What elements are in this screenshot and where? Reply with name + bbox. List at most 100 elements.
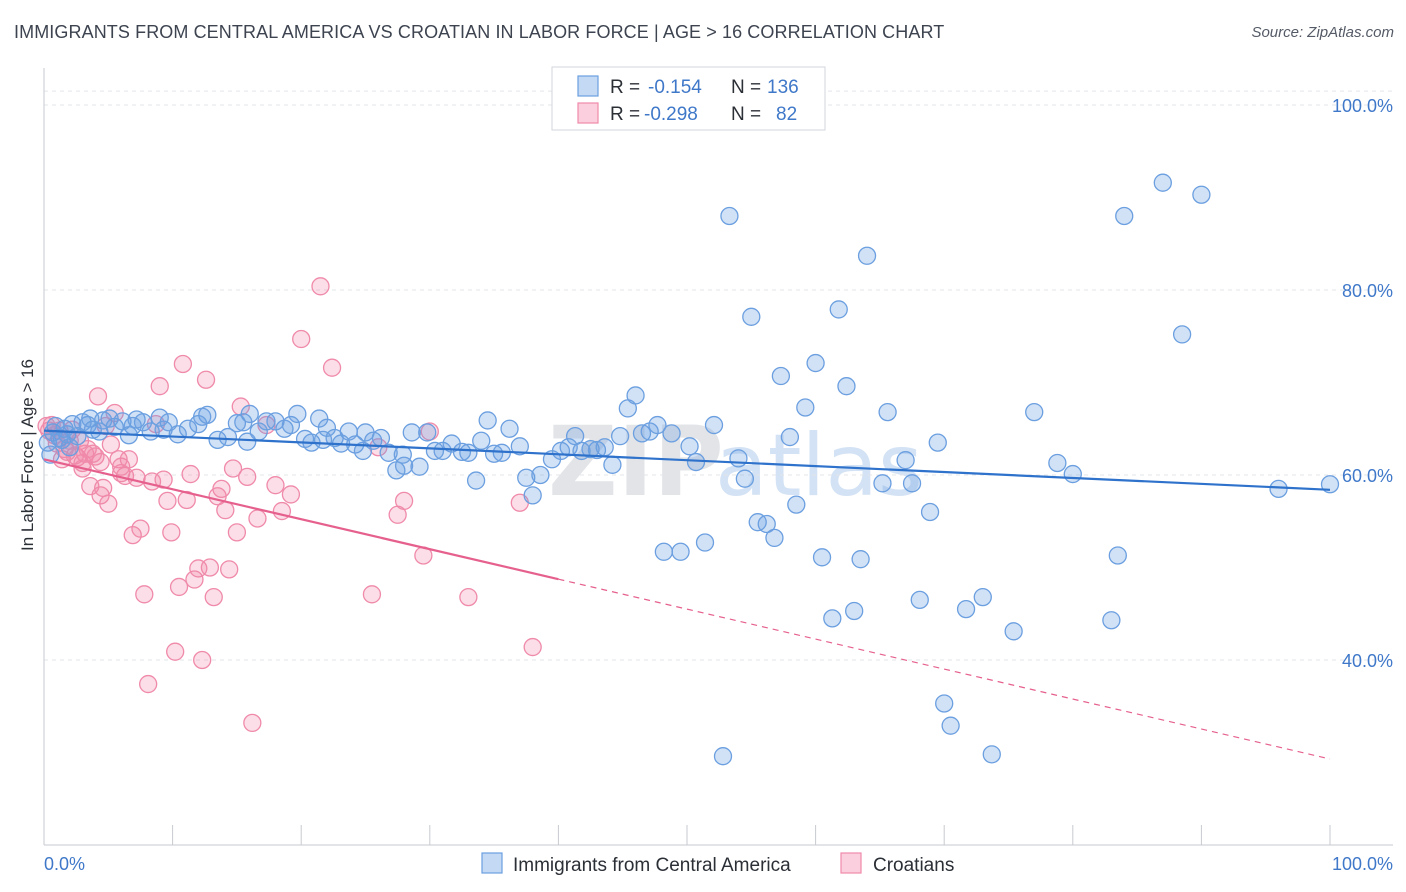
central-america-point [757,514,776,534]
croatians-point [158,491,177,511]
central-america-point [920,502,940,522]
central-america-point [1269,479,1288,499]
central-america-point [133,413,153,432]
croatians-trend-line [43,458,559,581]
central-america-point [581,439,600,459]
croatians-point [169,577,189,597]
central-america-point [472,431,491,450]
central-america-point [704,415,724,435]
central-america-point [1025,402,1044,422]
legend-r-value-2: -0.298 [644,104,698,125]
central-america-point [742,307,761,326]
central-america-point [1320,475,1340,494]
croatians-point [101,435,121,454]
central-america-point [902,474,922,493]
croatians-point [196,370,216,389]
central-america-point [610,426,630,446]
central-america-point [713,747,733,766]
croatians-point [248,509,267,528]
central-america-point [531,465,550,485]
y-tick-label-80: 80.0% [1342,281,1393,301]
central-america-point [812,548,832,567]
central-america-point [193,407,212,426]
central-america-point [695,533,715,552]
central-america-trend-line [43,429,1331,491]
croatians-point [266,476,285,495]
central-america-point [1153,173,1172,192]
central-america-point [823,609,842,628]
series-legend-label-pink: Croatians [873,855,954,876]
legend-n-value-1: 136 [767,77,799,98]
croatians-point [150,377,169,396]
croatians-point [322,358,342,377]
central-america-point [60,438,79,457]
central-america-point [238,432,257,451]
central-america-point [806,353,825,373]
chart-source: Source: ZipAtlas.com [1251,24,1394,41]
central-america-point [720,206,739,226]
central-america-point [500,419,519,438]
croatians-point [94,478,113,498]
trend-lines [43,429,1331,760]
series-legend-swatch-blue [481,852,503,874]
y-tick-label-100: 100.0% [1332,96,1393,116]
central-america-point [878,402,897,422]
croatians-point [292,329,311,349]
croatians-point [86,447,105,466]
central-america-point [1063,464,1082,484]
x-ticks [172,825,1331,845]
croatians-point [238,467,257,487]
croatians-point [220,560,239,579]
croatians-point [173,354,193,374]
legend-swatch-blue [577,75,599,97]
central-america-point [418,423,437,442]
central-america-point [928,433,947,452]
croatians-point [362,585,382,604]
central-america-point [910,590,929,610]
y-axis-title: In Labor Force | Age > 16 [18,359,37,551]
central-america-point [310,409,329,428]
central-america-point [626,386,645,405]
legend-n-label-2: N = [731,104,761,125]
central-america-point [765,528,784,548]
central-america-point [1192,185,1211,204]
legend-r-label-1: R = [610,77,640,98]
central-america-point [459,443,478,462]
central-america-point [517,468,536,487]
croatians-point [88,387,108,406]
croatians-point [99,494,118,513]
x-tick-label-min: 0.0% [44,854,85,874]
central-america-point [829,300,848,319]
central-america-point [1102,611,1121,630]
central-america-point [982,745,1001,764]
croatians-point [131,519,150,538]
central-america-point [973,587,992,607]
central-america-points [38,173,1340,766]
legend-swatch-pink [577,102,599,124]
central-america-point [603,455,622,474]
central-america-point [523,486,542,505]
croatians-point [185,570,204,589]
central-america-point [478,411,497,430]
central-america-point [1048,453,1067,473]
legend-r-label-2: R = [610,104,640,125]
croatians-point [200,558,220,577]
central-america-point [466,471,486,490]
y-tick-label-60: 60.0% [1342,466,1393,486]
legend-r-value-1: -0.154 [648,77,702,98]
central-america-point [671,542,690,561]
central-america-point [896,451,915,470]
croatians-point [227,523,247,542]
croatians-points [37,277,542,733]
central-america-point [787,495,806,514]
croatians-point [193,650,212,670]
croatians-point [119,450,139,469]
central-america-point [935,694,954,713]
central-america-point [452,442,472,462]
croatians-point [112,457,131,476]
correlation-legend: R = -0.154 N = 136 R = -0.298 N = 82 [551,66,826,131]
series-legend-swatch-pink [840,852,862,874]
central-america-point [748,513,767,532]
y-tick-labels: 40.0% 60.0% 80.0% 100.0% [1332,96,1393,671]
